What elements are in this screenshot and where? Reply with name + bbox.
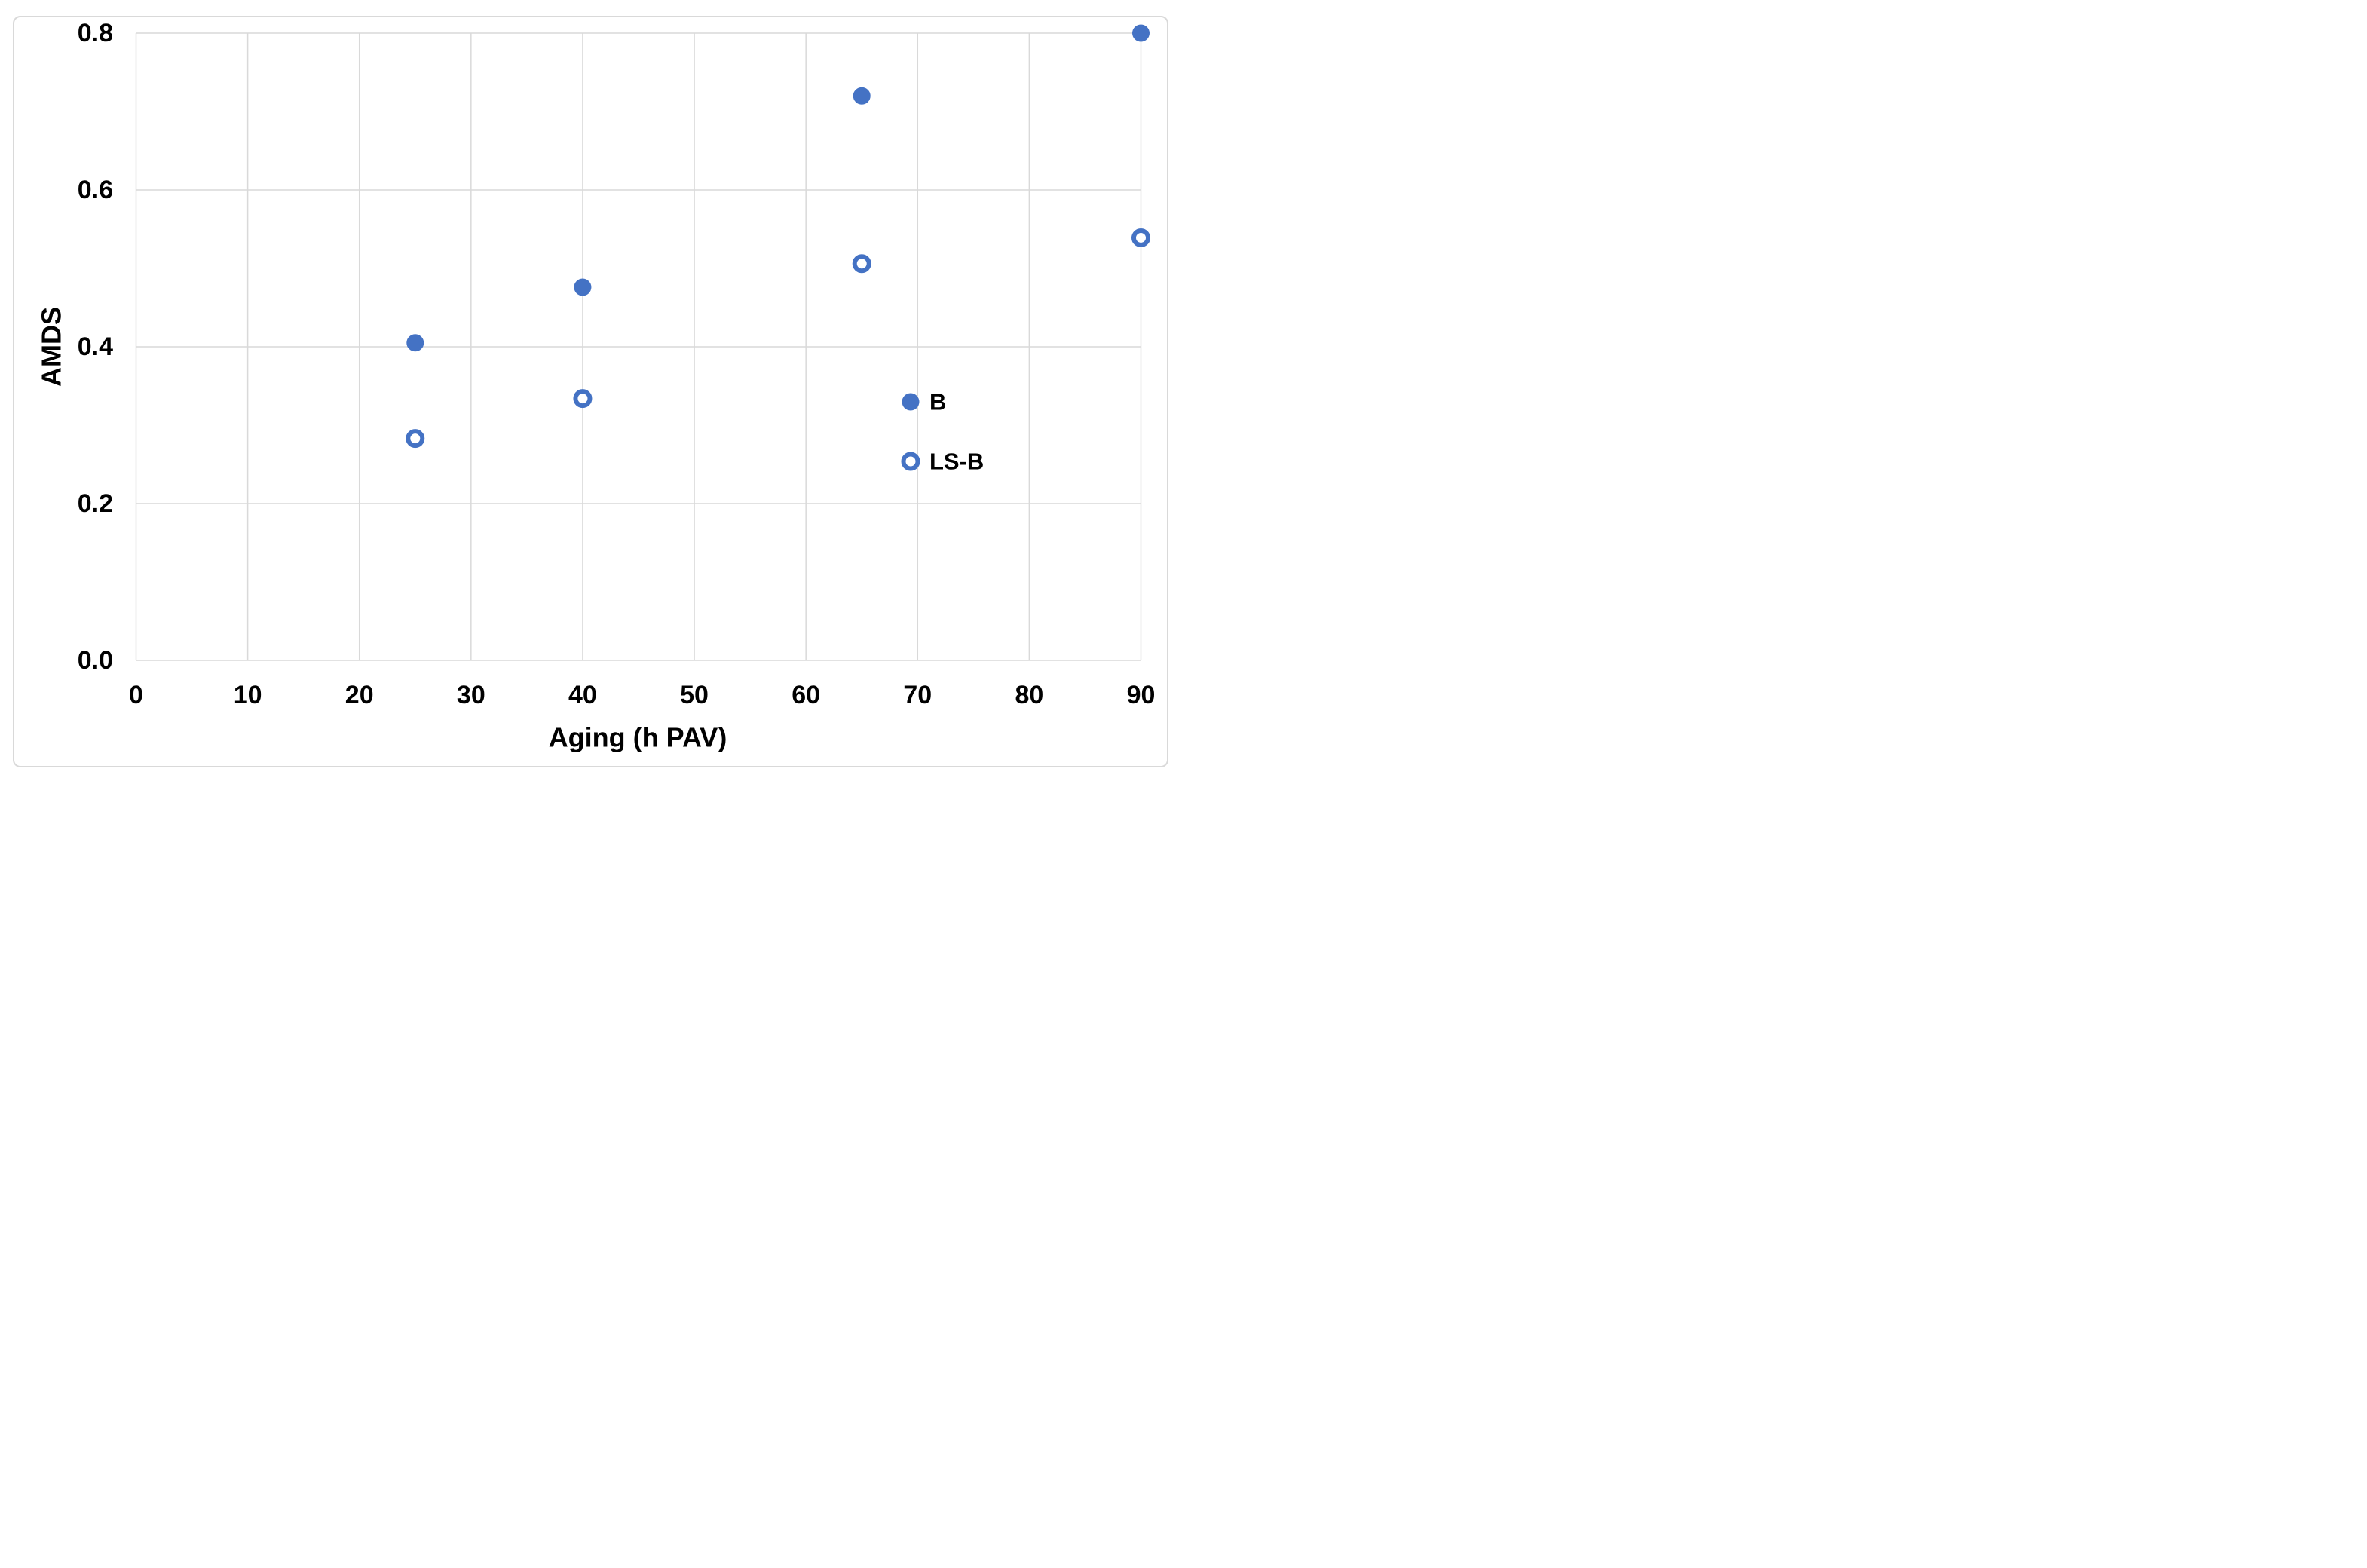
legend-marker-b-filled-circle [902, 393, 920, 411]
legend: B LS-B [901, 389, 984, 475]
chart-frame [13, 16, 1168, 767]
y-tick-label: 0.8 [78, 19, 113, 47]
x-tick-label: 20 [345, 681, 374, 709]
x-tick-label: 50 [680, 681, 709, 709]
plot-area: 0 10 20 30 40 50 60 70 80 90 0.0 0.2 0.4 0.6 0.8 Aging… [36, 19, 1156, 753]
data-point-b [574, 278, 592, 296]
x-tick-label: 30 [457, 681, 485, 709]
x-tick-label: 60 [792, 681, 820, 709]
y-tick-label: 0.2 [78, 489, 113, 518]
data-points [406, 24, 1150, 449]
y-tick-label: 0.0 [78, 646, 113, 675]
y-tick-label: 0.6 [78, 176, 113, 204]
gridlines [135, 32, 1142, 661]
tick-labels: 0 10 20 30 40 50 60 70 80 90 0.0 0.2 0.4 0.6 0.8 [78, 19, 1156, 709]
x-tick-label: 0 [129, 681, 143, 709]
data-point-ls-b [852, 254, 871, 274]
y-tick-label: 0.4 [78, 332, 113, 361]
data-point-b [406, 334, 424, 352]
x-tick-label: 80 [1015, 681, 1043, 709]
legend-label-lsb: LS-B [929, 449, 984, 475]
data-point-ls-b [573, 389, 593, 409]
x-tick-label: 70 [903, 681, 932, 709]
x-tick-label: 10 [234, 681, 262, 709]
legend-marker-lsb-open-circle [901, 452, 920, 471]
y-axis-title: AMDS [36, 307, 67, 387]
x-axis-title: Aging (h PAV) [549, 722, 727, 753]
legend-label-b: B [929, 389, 946, 415]
x-tick-label: 40 [568, 681, 597, 709]
data-point-ls-b [406, 429, 425, 449]
data-point-ls-b [1131, 228, 1150, 247]
data-point-b [853, 87, 871, 105]
data-point-b [1132, 24, 1150, 42]
x-tick-label: 90 [1127, 681, 1156, 709]
